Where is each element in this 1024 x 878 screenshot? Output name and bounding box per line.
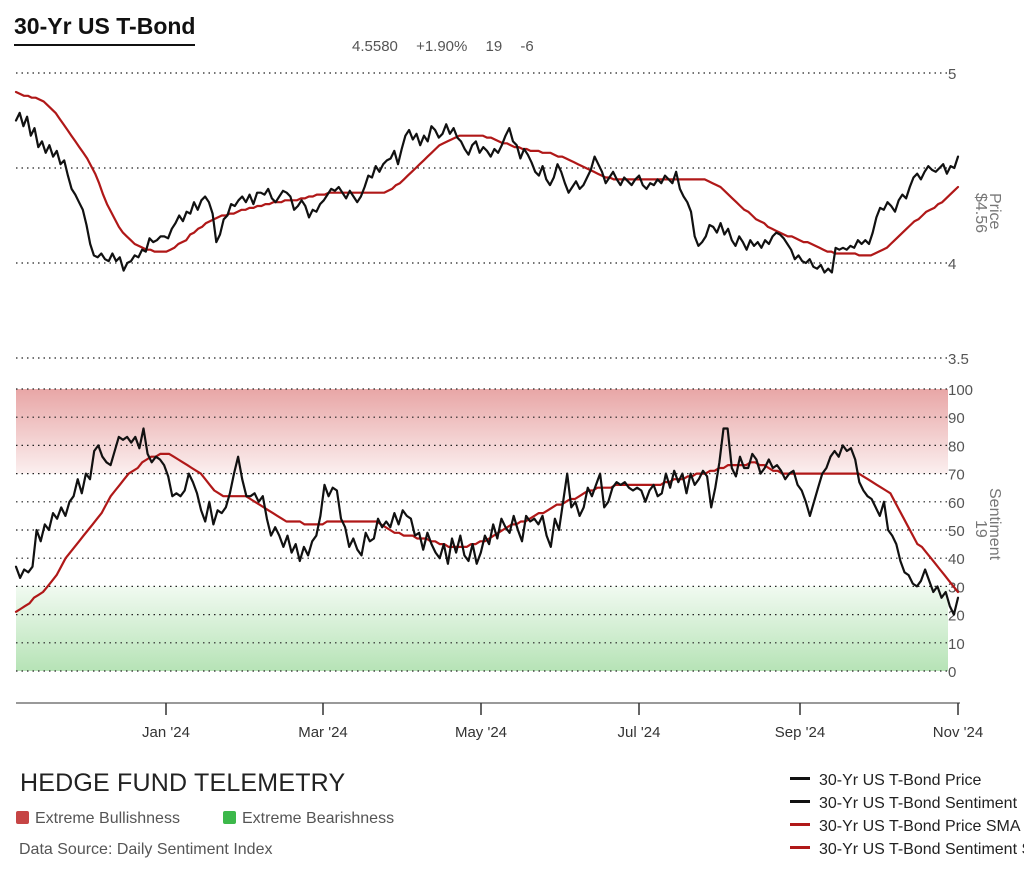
stats-bar: 4.5580 +1.90% 19 -6 (352, 38, 548, 55)
legend-price: 30-Yr US T-Bond Price (790, 770, 1024, 793)
legend-extreme-bullishness: Extreme Bullishness (16, 810, 180, 828)
price-line (14, 111, 960, 274)
x-tick-label: Sep '24 (775, 724, 825, 741)
x-tick-label: Jul '24 (618, 724, 661, 741)
bearish-label: Extreme Bearishness (242, 810, 395, 827)
sentiment-tick-label: 90 (948, 410, 965, 427)
x-tick-label: May '24 (455, 724, 507, 741)
sentiment-axis-label: Sentiment (986, 488, 1003, 561)
sentiment-tick-label: 0 (948, 664, 956, 681)
bullish-label: Extreme Bullishness (35, 810, 180, 827)
stat-sentiment: 19 (485, 38, 503, 55)
stat-price: 4.5580 (352, 38, 398, 55)
legend-price-sma: 30-Yr US T-Bond Price SMA (790, 816, 1024, 839)
brand-name: HEDGE FUND TELEMETRY (20, 769, 346, 797)
sentiment-tick-label: 80 (948, 438, 965, 455)
price-axis-label: Price (986, 193, 1003, 230)
series-legend: 30-Yr US T-Bond Price 30-Yr US T-Bond Se… (790, 770, 1024, 862)
sentiment-tick-label: 20 (948, 608, 965, 625)
extreme-bearishness-zone (16, 586, 948, 671)
price-sma-line (14, 90, 960, 257)
legend-sentiment-sma: 30-Yr US T-Bond Sentiment SMA (790, 839, 1024, 862)
sentiment-tick-label: 40 (948, 551, 965, 568)
legend-extreme-bearishness: Extreme Bearishness (223, 810, 394, 828)
sentiment-tick-label: 10 (948, 636, 965, 653)
sentiment-tick-label: 100 (948, 382, 973, 399)
bullish-swatch (16, 811, 29, 824)
chart-title: 30-Yr US T-Bond (14, 13, 196, 46)
extreme-bullishness-zone (16, 389, 948, 474)
legend-sentiment: 30-Yr US T-Bond Sentiment (790, 793, 1024, 816)
bearish-swatch (223, 811, 236, 824)
price-tick-label: 4 (948, 256, 956, 273)
data-source: Data Source: Daily Sentiment Index (19, 841, 273, 858)
sentiment-current-label: 19 (972, 520, 989, 538)
stat-sentiment-change: -6 (520, 38, 534, 55)
x-tick-label: Nov '24 (933, 724, 983, 741)
sentiment-tick-label: 50 (948, 523, 965, 540)
price-tick-label: 3.5 (948, 351, 969, 368)
price-current-label: $4.56 (972, 193, 989, 233)
x-tick-label: Jan '24 (142, 724, 190, 741)
sentiment-tick-label: 70 (948, 467, 965, 484)
x-tick-label: Mar '24 (298, 724, 348, 741)
legend-line-swatch (790, 823, 810, 826)
sentiment-line (14, 427, 960, 616)
price-tick-label: 5 (948, 66, 956, 83)
legend-line-swatch (790, 777, 810, 780)
sentiment-tick-label: 60 (948, 495, 965, 512)
legend-line-swatch (790, 800, 810, 803)
legend-line-swatch (790, 846, 810, 849)
stat-change: +1.90% (416, 38, 468, 55)
